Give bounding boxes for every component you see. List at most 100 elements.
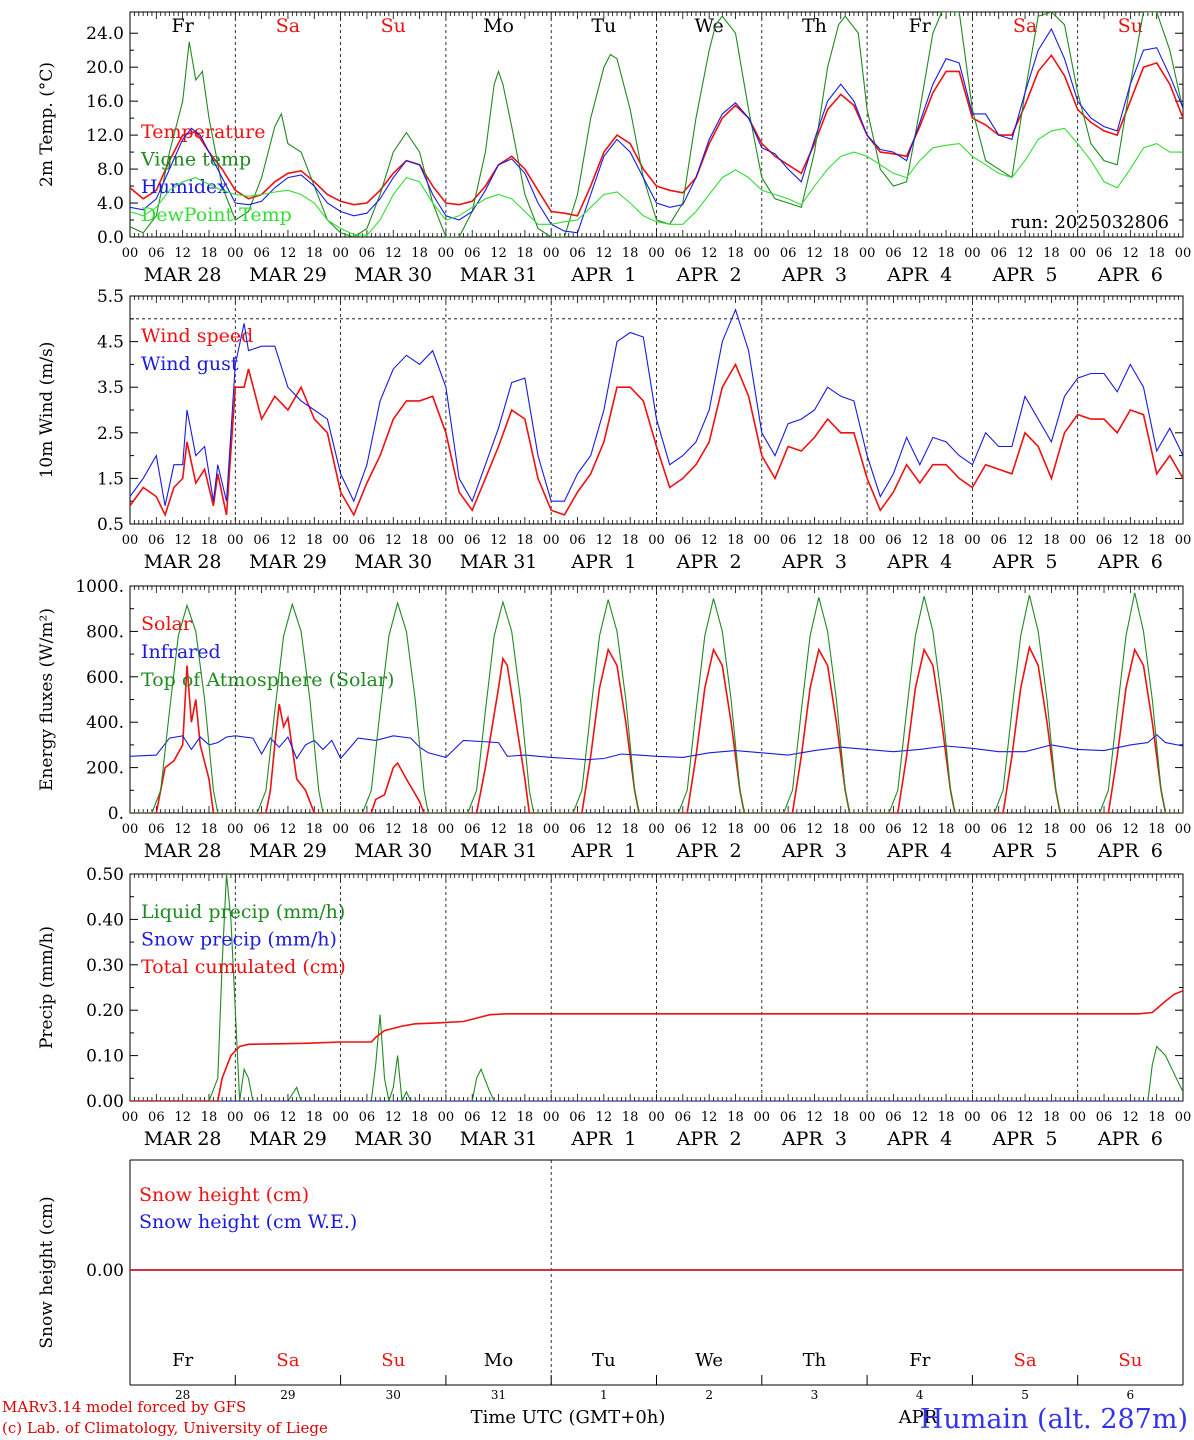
panel-1: 0.0 4.0 8.0 12.0 16.0 20.0 24.0 2m Temp. (°C) 00… bbox=[37, 11, 1192, 286]
hour-tick-label: 00 bbox=[122, 533, 139, 548]
hour-tick-label: 18 bbox=[201, 822, 218, 837]
station-label: Humain (alt. 287m) bbox=[920, 1404, 1188, 1435]
hour-tick-label: 00 bbox=[227, 533, 244, 548]
hour-tick-label: 18 bbox=[1043, 533, 1060, 548]
hour-tick-label: 00 bbox=[648, 1110, 665, 1125]
hour-tick-label: 06 bbox=[1096, 822, 1113, 837]
hour-tick-label: 00 bbox=[438, 246, 455, 261]
day-label: APR 1 bbox=[570, 264, 636, 286]
y-tick-label: 24.0 bbox=[86, 24, 124, 44]
hour-tick-label: 18 bbox=[411, 246, 428, 261]
hour-tick-label: 18 bbox=[833, 822, 850, 837]
series-line-wind-speed bbox=[130, 362, 1183, 518]
series-line-humidex bbox=[130, 27, 1183, 234]
y-tick-label: 0. bbox=[108, 804, 124, 824]
hour-tick-label: 00 bbox=[648, 246, 665, 261]
hour-tick-label: 06 bbox=[1096, 246, 1113, 261]
hour-tick-label: 12 bbox=[1017, 246, 1034, 261]
y-tick-label: 2.5 bbox=[97, 424, 124, 444]
day-label: APR 5 bbox=[992, 1128, 1058, 1150]
hour-tick-label: 00 bbox=[438, 533, 455, 548]
hour-tick-label: 18 bbox=[1043, 246, 1060, 261]
weekday-label: Th bbox=[803, 1350, 827, 1371]
hour-tick-label: 00 bbox=[1069, 822, 1086, 837]
hour-tick-label: 18 bbox=[622, 533, 639, 548]
day-label: MAR 31 bbox=[460, 551, 538, 573]
y-tick-label: 400. bbox=[86, 713, 124, 733]
y-tick-label: 0.0 bbox=[97, 228, 124, 248]
hour-tick-label: 00 bbox=[543, 533, 560, 548]
hour-tick-label: 00 bbox=[859, 822, 876, 837]
hour-tick-label: 18 bbox=[201, 246, 218, 261]
day-label: MAR 30 bbox=[354, 1128, 432, 1150]
panel-2: 0.5 1.5 2.5 3.5 4.5 5.5 10m Wind (m/s) 00 06 12 18… bbox=[37, 287, 1191, 573]
hour-tick-label: 06 bbox=[253, 822, 270, 837]
hour-tick-label: 06 bbox=[885, 246, 902, 261]
day-label: APR 4 bbox=[886, 264, 952, 286]
day-number-label: 30 bbox=[386, 1388, 401, 1402]
hour-tick-label: 12 bbox=[911, 1110, 928, 1125]
hour-tick-label: 00 bbox=[122, 822, 139, 837]
day-number-label: 5 bbox=[1021, 1388, 1029, 1402]
hour-tick-label: 18 bbox=[201, 533, 218, 548]
y-tick-label: 0.50 bbox=[86, 865, 124, 885]
hour-tick-label: 00 bbox=[122, 246, 139, 261]
hour-tick-label: 18 bbox=[1148, 1110, 1165, 1125]
series-line-infrared bbox=[130, 733, 1183, 761]
hour-tick-label: 12 bbox=[1017, 1110, 1034, 1125]
hour-tick-label: 12 bbox=[806, 246, 823, 261]
weekday-label: Sa bbox=[276, 1350, 299, 1371]
hour-tick-label: 18 bbox=[727, 1110, 744, 1125]
legend-entry: Snow precip (mm/h) bbox=[141, 929, 337, 951]
hour-tick-label: 06 bbox=[675, 533, 692, 548]
hour-tick-label: 12 bbox=[385, 533, 402, 548]
day-label: MAR 30 bbox=[354, 551, 432, 573]
series-line-top-of-atmosphere-solar bbox=[130, 592, 1183, 813]
hour-tick-label: 18 bbox=[833, 1110, 850, 1125]
hour-tick-label: 00 bbox=[859, 533, 876, 548]
y-tick-label: 20.0 bbox=[86, 58, 124, 78]
day-label: MAR 28 bbox=[144, 1128, 222, 1150]
day-label: APR 3 bbox=[781, 1128, 847, 1150]
hour-tick-label: 18 bbox=[517, 246, 534, 261]
y-tick-label: 5.5 bbox=[97, 287, 124, 307]
day-label: APR 6 bbox=[1097, 551, 1163, 573]
hour-tick-label: 18 bbox=[411, 533, 428, 548]
hour-tick-label: 06 bbox=[990, 822, 1007, 837]
snow-height-panel: 0.00 Snow height (cm) Snow height (cm) Snow… bbox=[37, 1159, 1184, 1402]
weekday-label: Mo bbox=[484, 1350, 513, 1371]
day-number-label: 29 bbox=[280, 1388, 295, 1402]
hour-tick-label: 06 bbox=[148, 1110, 165, 1125]
hour-tick-label: 12 bbox=[1122, 533, 1139, 548]
day-label: APR 2 bbox=[676, 840, 742, 862]
hour-tick-label: 00 bbox=[332, 246, 349, 261]
weekday-label: Sa bbox=[276, 15, 300, 37]
hour-tick-label: 00 bbox=[227, 822, 244, 837]
hour-tick-label: 06 bbox=[675, 246, 692, 261]
weekday-label: Mo bbox=[483, 15, 514, 37]
hour-tick-label: 06 bbox=[359, 1110, 376, 1125]
hour-tick-label: 12 bbox=[490, 246, 507, 261]
weekday-label: Tu bbox=[592, 1350, 616, 1371]
hour-tick-label: 18 bbox=[1148, 246, 1165, 261]
legend-entry: Humidex bbox=[141, 176, 228, 198]
hour-tick-label: 00 bbox=[543, 246, 560, 261]
hour-tick-label: 00 bbox=[122, 1110, 139, 1125]
hour-tick-label: 18 bbox=[1148, 822, 1165, 837]
hour-tick-label: 12 bbox=[1017, 533, 1034, 548]
series-line-temperature bbox=[130, 53, 1183, 217]
hour-tick-label: 12 bbox=[596, 533, 613, 548]
y-tick-label: 0.00 bbox=[86, 1092, 124, 1112]
y-tick-label: 0.10 bbox=[86, 1047, 124, 1067]
day-number-label: 3 bbox=[811, 1388, 819, 1402]
y-axis-label: 10m Wind (m/s) bbox=[37, 342, 57, 479]
weekday-label: We bbox=[695, 1350, 723, 1371]
weekday-label: Su bbox=[381, 15, 406, 37]
run-label: run: 2025032806 bbox=[1011, 212, 1169, 233]
legend-entry: Liquid precip (mm/h) bbox=[141, 901, 345, 923]
hour-tick-label: 00 bbox=[1175, 246, 1192, 261]
hour-tick-label: 00 bbox=[754, 246, 771, 261]
hour-tick-label: 18 bbox=[622, 822, 639, 837]
hour-tick-label: 06 bbox=[253, 246, 270, 261]
